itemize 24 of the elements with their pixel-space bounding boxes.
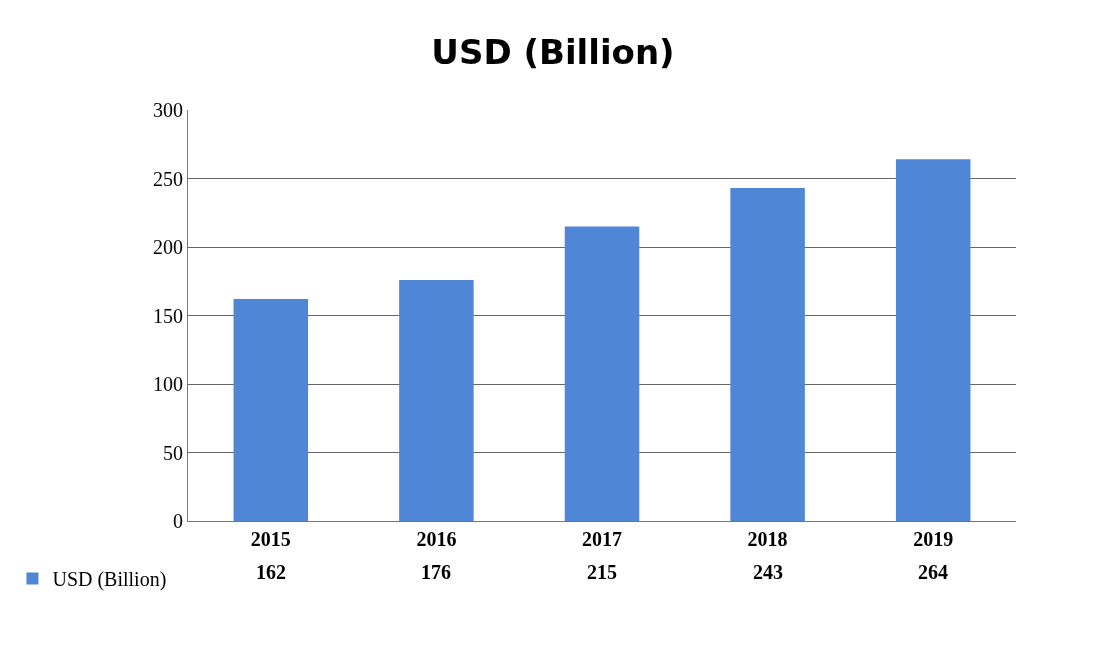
bar bbox=[564, 226, 640, 521]
y-tick-label: 100 bbox=[153, 373, 183, 395]
data-label: 176 bbox=[421, 561, 451, 583]
x-tick-label: 2019 bbox=[913, 528, 954, 550]
y-tick-label: 300 bbox=[153, 99, 183, 121]
bar bbox=[233, 299, 309, 521]
x-tick-label: 2015 bbox=[250, 528, 291, 550]
data-label: 162 bbox=[256, 561, 286, 583]
y-tick-label: 150 bbox=[153, 304, 183, 327]
y-tick-label: 200 bbox=[153, 236, 183, 258]
y-tick-label: 250 bbox=[153, 167, 183, 190]
y-tick-label: 50 bbox=[163, 441, 183, 464]
y-tick-label: 0 bbox=[173, 510, 183, 532]
data-label: 215 bbox=[587, 561, 617, 583]
bar bbox=[895, 159, 971, 521]
bar bbox=[399, 279, 474, 521]
legend-label: USD (Billion) bbox=[52, 568, 167, 592]
chart-title: USD (Billion) bbox=[431, 31, 675, 72]
x-tick-label: 2017 bbox=[582, 528, 622, 550]
bar bbox=[730, 188, 805, 521]
x-tick-label: 2018 bbox=[747, 528, 788, 550]
data-label: 243 bbox=[753, 561, 783, 583]
x-tick-label: 2016 bbox=[416, 528, 457, 550]
data-label: 264 bbox=[918, 561, 948, 583]
